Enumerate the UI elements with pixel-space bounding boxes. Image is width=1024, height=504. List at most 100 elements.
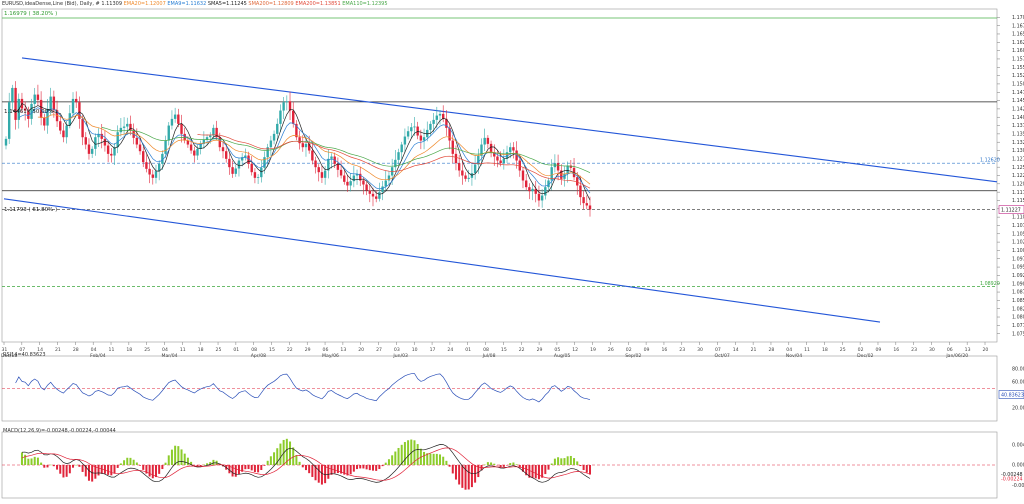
- time-axis-label: 19: [590, 347, 596, 353]
- macd-bar: [292, 447, 295, 465]
- macd-bar: [33, 456, 36, 465]
- macd-bar: [359, 465, 362, 469]
- month-axis-label: Feb/04: [90, 353, 106, 359]
- candle-body: [323, 170, 327, 178]
- candle-body: [62, 130, 65, 138]
- candle-body: [547, 180, 550, 188]
- candle-body: [467, 177, 470, 179]
- candle-body: [327, 158, 330, 171]
- macd-bar: [72, 465, 75, 468]
- price-axis-label: 1.16250: [1012, 40, 1024, 46]
- candle-body: [410, 127, 413, 132]
- month-axis-label: Mar/04: [162, 353, 178, 359]
- macd-bar: [295, 455, 298, 465]
- chart-header: EURUSD,ideaDense,Line (Bid), Daily, # 1.…: [2, 1, 388, 7]
- macd-bar: [515, 464, 518, 465]
- candle-body: [84, 137, 87, 145]
- candle-body: [119, 127, 123, 133]
- macd-bar: [470, 465, 473, 488]
- macd-bar: [394, 451, 397, 465]
- price-axis-label: 1.11500: [1012, 198, 1024, 204]
- macd-bar: [493, 463, 496, 465]
- macd-bar: [442, 456, 445, 465]
- macd-bar: [451, 465, 454, 474]
- macd-bar: [244, 465, 247, 470]
- macd-bar: [65, 465, 68, 477]
- candle-body: [65, 125, 68, 138]
- candle-body: [209, 135, 212, 138]
- ema110-line: [101, 127, 591, 174]
- candle-body: [231, 167, 234, 174]
- candle-body: [154, 171, 158, 178]
- candle-body: [122, 126, 126, 128]
- time-axis-label: 12: [572, 347, 578, 353]
- macd-bar: [123, 460, 126, 465]
- candle-body: [110, 153, 113, 156]
- macd-bar: [269, 456, 272, 465]
- candle-body: [406, 131, 410, 137]
- price-label: 1.11309: [101, 1, 123, 7]
- macd-bar: [576, 461, 579, 465]
- macd-bar: [279, 443, 282, 465]
- sma5-line: [12, 103, 591, 201]
- macd-bar: [553, 458, 556, 465]
- macd-value-tag: -0.00248: [1001, 472, 1023, 478]
- candle-body: [113, 147, 116, 156]
- macd-bar: [119, 463, 122, 465]
- macd-bar: [24, 454, 27, 465]
- price-axis-label: 1.11000: [1012, 215, 1024, 221]
- candle-body: [247, 155, 250, 164]
- time-axis-label: 07: [19, 347, 25, 353]
- candle-body: [320, 172, 324, 178]
- macd-bar: [199, 465, 202, 467]
- candle-body: [33, 94, 36, 104]
- macd-bar: [416, 444, 419, 465]
- time-axis-label: 30: [929, 347, 935, 353]
- candle-body: [298, 137, 301, 144]
- macd-bar: [423, 451, 426, 465]
- candle-body: [394, 159, 397, 168]
- time-axis-label: 28: [768, 347, 774, 353]
- month-axis-label: Nov/04: [786, 353, 802, 359]
- time-axis-label: 30: [697, 347, 703, 353]
- month-axis-label: Dec/02: [857, 353, 873, 359]
- candle-body: [524, 180, 528, 188]
- candle-body: [438, 113, 442, 116]
- macd-bar: [250, 465, 253, 471]
- time-axis-label: 13: [340, 347, 346, 353]
- macd-axis-label: -0.00400: [1012, 483, 1024, 489]
- macd-bar: [550, 463, 553, 465]
- macd-bar: [435, 453, 438, 465]
- macd-bar: [490, 462, 493, 465]
- time-axis-label: 16: [893, 347, 899, 353]
- macd-bar: [585, 465, 588, 473]
- macd-bar: [129, 457, 132, 465]
- time-axis-label: 16: [661, 347, 667, 353]
- macd-bar: [308, 465, 311, 474]
- candle-body: [349, 181, 352, 186]
- channel-group: [3, 57, 997, 323]
- candle-body: [445, 118, 448, 128]
- candle-body: [71, 98, 75, 114]
- month-axis-label: Dec/18: [1, 353, 17, 359]
- price-axis-label: 1.14000: [1012, 115, 1024, 121]
- macd-bar: [212, 459, 215, 465]
- macd-bar: [397, 447, 400, 465]
- price-axis-label: 1.13750: [1012, 123, 1024, 129]
- price-axis-label: 1.09000: [1012, 281, 1024, 287]
- time-axis-label: 06: [323, 347, 329, 353]
- candle-body: [537, 193, 541, 201]
- candle-body: [43, 117, 46, 126]
- macd-bar: [151, 465, 154, 479]
- price-axis-label: 1.17000: [1012, 15, 1024, 21]
- macd-bar: [537, 465, 540, 480]
- rsi-header: RSI14=40.83623: [3, 352, 46, 358]
- time-axis-label: 22: [519, 347, 525, 353]
- macd-bar: [30, 458, 33, 465]
- macd-bar: [525, 465, 528, 476]
- macd-bar: [193, 465, 196, 466]
- candle-body: [177, 114, 180, 124]
- macd-bar: [314, 465, 317, 481]
- candle-body: [486, 137, 490, 144]
- indicator-label: EMA200=1.13851: [293, 1, 341, 7]
